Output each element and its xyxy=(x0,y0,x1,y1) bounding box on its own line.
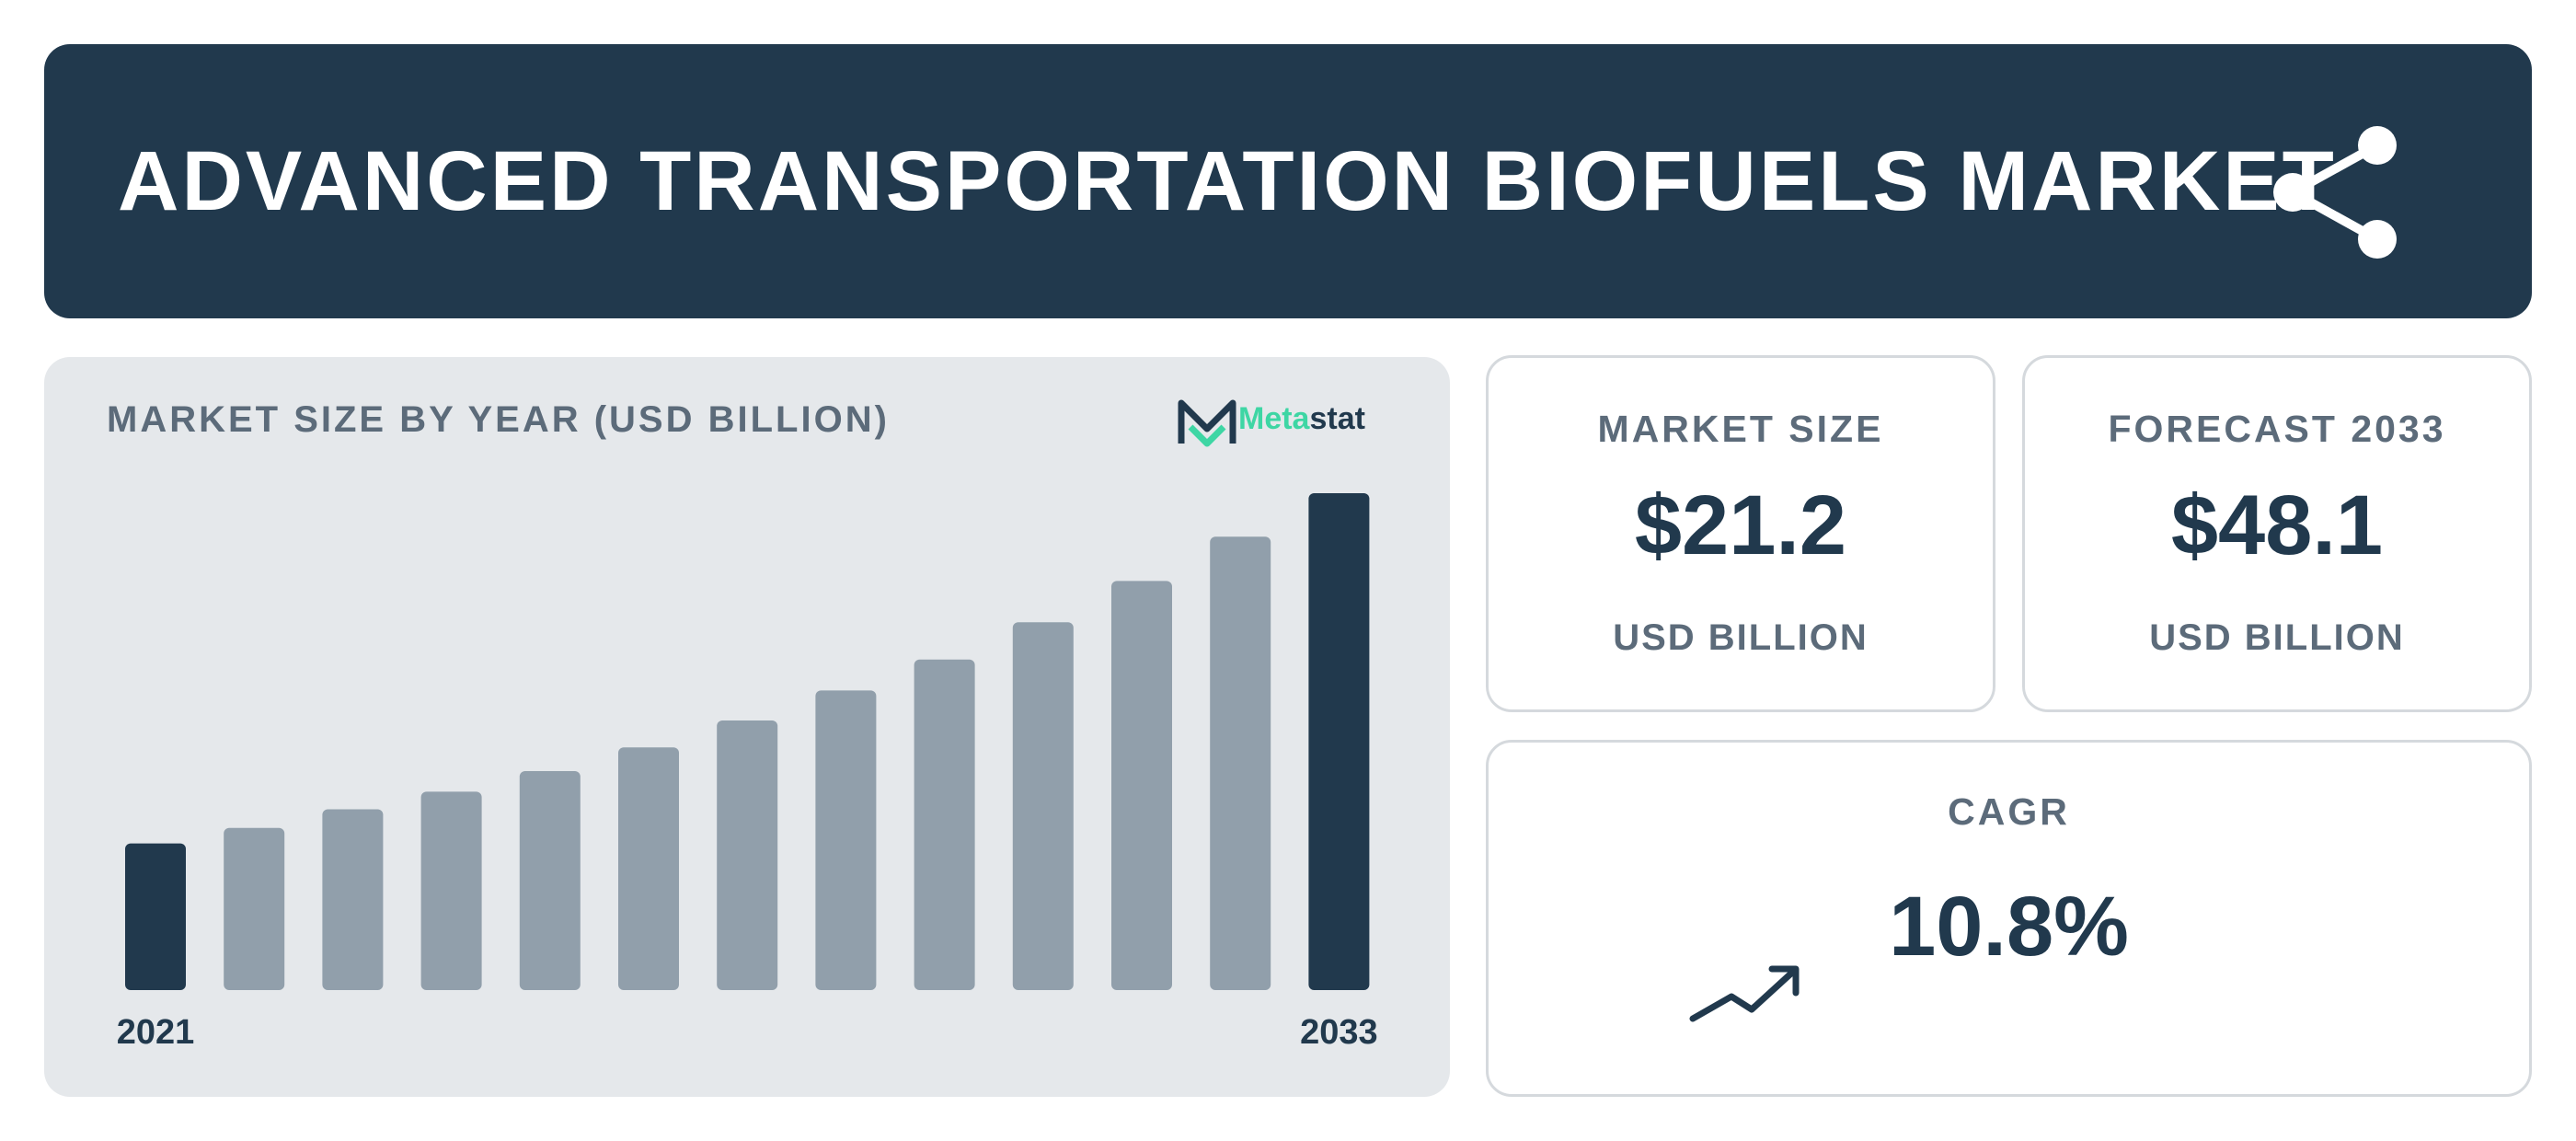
bar-2023 xyxy=(322,809,384,990)
bar-2025 xyxy=(519,771,581,990)
x-tick-label-2033: 2033 xyxy=(1300,1013,1378,1052)
bar-2024 xyxy=(420,791,482,990)
market-size-label: MARKET SIZE xyxy=(1597,408,1884,450)
cagr-value: 10.8% xyxy=(1889,880,2129,974)
bar-2027 xyxy=(717,720,778,990)
brand-name-part1: Meta xyxy=(1238,401,1310,436)
bar-2031 xyxy=(1111,581,1172,990)
market-size-card: MARKET SIZE $21.2 USD BILLION xyxy=(1486,355,1995,712)
metastat-logo: Metastat xyxy=(1178,396,1413,451)
forecast-value: $48.1 xyxy=(2170,478,2384,572)
bar-2029 xyxy=(914,659,975,990)
market-size-value: $21.2 xyxy=(1634,478,1847,572)
forecast-card: FORECAST 2033 $48.1 USD BILLION xyxy=(2022,355,2532,712)
bar-2030 xyxy=(1012,622,1074,990)
bar-2022 xyxy=(224,827,285,990)
forecast-label: FORECAST 2033 xyxy=(2108,408,2446,450)
cagr-label: CAGR xyxy=(1948,790,2070,833)
bar-2021 xyxy=(125,843,186,990)
metastat-wordmark: Metastat xyxy=(1238,401,1365,437)
metastat-logo-icon xyxy=(1178,399,1236,447)
bar-2032 xyxy=(1210,536,1271,990)
trending-up-icon xyxy=(1689,965,1800,1022)
cagr-card: CAGR 10.8% xyxy=(1486,740,2532,1097)
market-size-chart-card: MARKET SIZE BY YEAR (USD BILLION) Metast… xyxy=(44,357,1450,1097)
header-banner: ADVANCED TRANSPORTATION BIOFUELS MARKET xyxy=(44,44,2532,318)
page-title: ADVANCED TRANSPORTATION BIOFUELS MARKET xyxy=(118,134,2337,228)
bar-2026 xyxy=(618,747,679,990)
bar-2033 xyxy=(1308,493,1370,990)
market-size-unit: USD BILLION xyxy=(1613,617,1869,658)
brand-name-part2: stat xyxy=(1309,401,1365,436)
x-tick-label-2021: 2021 xyxy=(117,1013,195,1052)
bar-chart: 2021 2033 xyxy=(117,493,1378,1052)
share-icon[interactable] xyxy=(2269,123,2407,261)
bar-2028 xyxy=(815,690,877,990)
chart-title: MARKET SIZE BY YEAR (USD BILLION) xyxy=(107,399,890,440)
forecast-unit: USD BILLION xyxy=(2149,617,2405,658)
